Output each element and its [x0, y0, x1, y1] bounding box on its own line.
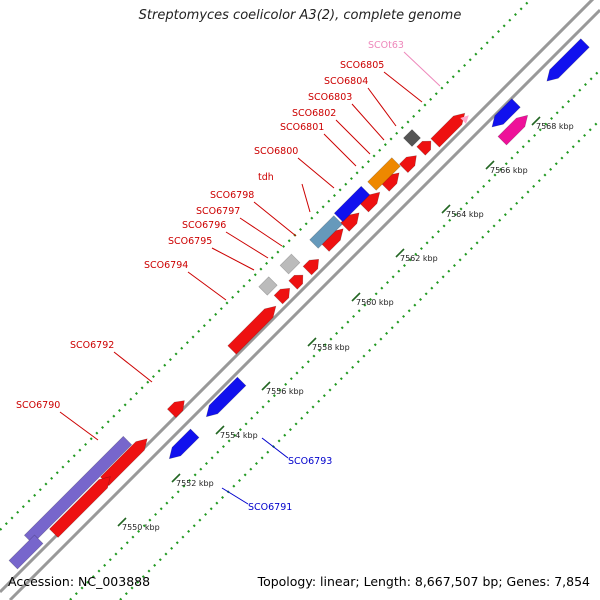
gene-feature[interactable]: [166, 400, 185, 419]
label-leader: [225, 231, 269, 259]
label-leader: [297, 157, 335, 189]
tick-label: 7568 kbp: [536, 122, 574, 131]
label-leader: [113, 351, 153, 383]
label-leader: [323, 133, 357, 167]
label-leader: [335, 119, 371, 155]
gene-label[interactable]: tdh: [258, 172, 274, 183]
gene-label[interactable]: SCO6793: [288, 456, 332, 467]
gene-label[interactable]: SCO6803: [308, 92, 352, 103]
tick-mark: [485, 160, 495, 170]
backbone-line: [8, 8, 600, 600]
label-leader: [383, 71, 423, 103]
gene-feature[interactable]: [430, 112, 466, 148]
gene-feature[interactable]: [546, 38, 590, 82]
gene-feature[interactable]: [258, 276, 278, 296]
gene-feature[interactable]: [398, 155, 417, 174]
label-leader: [239, 217, 283, 247]
trna-label[interactable]: SCOt63: [368, 40, 404, 51]
gene-feature[interactable]: [416, 140, 432, 156]
dotted-guide: [69, 69, 600, 600]
tick-mark: [441, 204, 451, 214]
gene-feature[interactable]: [8, 534, 44, 570]
gene-feature[interactable]: [333, 185, 371, 223]
tick-mark: [307, 337, 317, 347]
gene-labels: SCO6790 SCO6792 SCO6794 SCO6795 SCO6796 SCO67…: [16, 40, 441, 513]
gene-label[interactable]: SCO6804: [324, 76, 368, 87]
tick-label: 7554 kbp: [220, 431, 258, 440]
dotted-guide: [0, 0, 532, 531]
gene-feature[interactable]: [279, 253, 301, 275]
gene-label[interactable]: SCO6797: [196, 206, 240, 217]
tick-label: 7566 kbp: [490, 166, 528, 175]
label-leader: [187, 271, 227, 301]
tick-label: 7560 kbp: [356, 298, 394, 307]
trna-feature[interactable]: [460, 115, 469, 124]
label-leader: [253, 201, 297, 237]
gene-feature[interactable]: [288, 274, 304, 290]
gene-feature[interactable]: [491, 98, 521, 128]
tick-mark: [117, 517, 127, 527]
tick-label: 7552 kbp: [176, 479, 214, 488]
gene-label[interactable]: SCO6801: [280, 122, 324, 133]
tick-label: 7558 kbp: [312, 343, 350, 352]
gene-label[interactable]: SCO6800: [254, 146, 298, 157]
gene-label[interactable]: SCO6802: [292, 108, 336, 119]
tick-marks: 7550 kbp 7552 kbp 7554 kbp 7556 kbp 7558 kbp…: [117, 116, 574, 532]
tick-mark: [531, 116, 541, 126]
label-leader: [211, 247, 255, 271]
gene-feature[interactable]: [205, 376, 247, 418]
gene-feature[interactable]: [49, 476, 111, 538]
label-leader: [221, 487, 249, 505]
gene-feature[interactable]: [227, 305, 277, 355]
label-leader: [261, 437, 289, 459]
gene-label[interactable]: SCO6805: [340, 60, 384, 71]
label-leader: [351, 103, 385, 141]
gene-feature[interactable]: [309, 215, 343, 249]
gene-label[interactable]: SCO6790: [16, 400, 60, 411]
label-leader: [301, 183, 311, 213]
label-leader: [59, 411, 99, 441]
genes: [8, 38, 590, 570]
label-leader: [367, 87, 397, 127]
gene-label[interactable]: SCO6796: [182, 220, 226, 231]
gene-label[interactable]: SCO6794: [144, 260, 188, 271]
tick-mark: [261, 381, 271, 391]
tick-mark: [351, 292, 361, 302]
gene-label[interactable]: SCO6798: [210, 190, 254, 201]
gene-label[interactable]: SCO6795: [168, 236, 212, 247]
tick-mark: [171, 473, 181, 483]
map-title: Streptomyces coelicolor A3(2), complete …: [138, 8, 462, 23]
gene-feature[interactable]: [403, 129, 421, 147]
tick-label: 7556 kbp: [266, 387, 304, 396]
dotted-guide: [119, 119, 600, 600]
tick-label: 7564 kbp: [446, 210, 484, 219]
gene-feature[interactable]: [302, 258, 320, 276]
tick-mark: [215, 425, 225, 435]
tick-mark: [395, 248, 405, 258]
tick-label: 7550 kbp: [122, 523, 160, 532]
gene-feature[interactable]: [367, 157, 401, 191]
gene-feature[interactable]: [497, 114, 529, 146]
tick-label: 7562 kbp: [400, 254, 438, 263]
gene-label[interactable]: SCO6792: [70, 340, 114, 351]
accession-text: Accession: NC_003888: [8, 574, 151, 589]
gene-feature[interactable]: [273, 287, 291, 305]
label-leader: [403, 51, 441, 87]
gene-label[interactable]: SCO6791: [248, 502, 292, 513]
gene-feature[interactable]: [168, 428, 200, 460]
genome-summary: Topology: linear; Length: 8,667,507 bp; …: [257, 574, 590, 589]
